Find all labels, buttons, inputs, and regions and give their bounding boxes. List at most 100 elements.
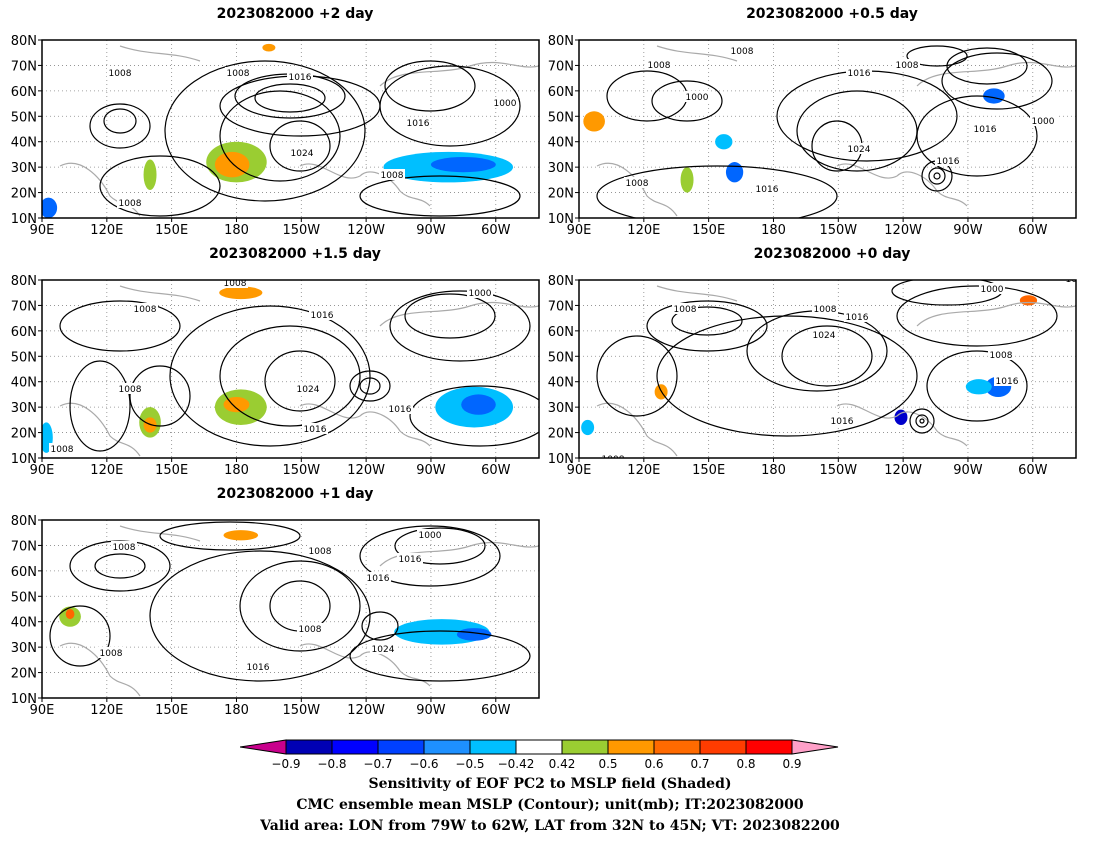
colorbar: −0.9 −0.8 −0.7 −0.6 −0.5 −0.42 0.42 0.5 0.6 0.7 0.…: [240, 739, 839, 771]
lon-tick-label: 120E: [627, 223, 660, 238]
contour-label: 1016: [848, 69, 871, 79]
colorbar-label: −0.8: [317, 757, 346, 771]
contour-label-bg: [994, 375, 1020, 386]
contour-label-bg: [132, 303, 158, 314]
contour-label: 1016: [407, 119, 430, 129]
lat-tick-label: 30N: [548, 401, 574, 416]
sensitivity-shade: [983, 88, 1005, 104]
colorbar-cell: [607, 739, 655, 755]
lat-tick-label: 10N: [548, 452, 574, 467]
lat-tick-label: 50N: [11, 110, 37, 125]
mslp-contour: [906, 45, 968, 67]
lat-tick-label: 10N: [548, 212, 574, 227]
lat-tick-label: 40N: [11, 136, 37, 151]
colorbar-cell: [515, 739, 563, 755]
lon-tick-label: 90W: [416, 463, 446, 478]
mslp-contour: [916, 95, 1038, 177]
mslp-contour: [349, 630, 531, 682]
mslp-contour: [915, 414, 929, 428]
contour-label: 1016: [974, 125, 997, 135]
mslp-contour: [359, 525, 501, 587]
lon-tick-label: 150W: [819, 463, 857, 478]
lat-tick-label: 40N: [548, 136, 574, 151]
lon-tick-label: 90W: [416, 703, 446, 718]
lat-tick-label: 60N: [11, 85, 37, 100]
caption-line-1: Sensitivity of EOF PC2 to MSLP field (Sh…: [368, 776, 732, 792]
sensitivity-shade: [65, 609, 75, 620]
lat-tick-label: 50N: [11, 590, 37, 605]
contour-label: 1024: [372, 645, 395, 655]
mslp-contour: [928, 167, 946, 185]
mslp-contour: [359, 377, 381, 395]
map-svg-3: 1008 1008 1016 1008 1024 1016 1000 1016 1008 80N 7…: [11, 274, 540, 478]
contour-label-bg: [222, 280, 248, 288]
contour-label-bg: [387, 403, 413, 414]
map-svg-4: 1008 100810161024100010081016101610081024…: [548, 274, 1077, 478]
lon-tick-label: 90E: [30, 463, 55, 478]
lon-tick-label: 120W: [347, 463, 385, 478]
colorbar-cell: [469, 739, 517, 755]
lat-tick-label: 40N: [11, 616, 37, 631]
coastline: [59, 402, 141, 457]
contour-label: 1016: [756, 185, 779, 195]
mslp-contour: [671, 306, 743, 336]
mslp-contour: [941, 52, 1053, 110]
lat-tick-label: 50N: [548, 110, 574, 125]
lon-tick-label: 150W: [282, 703, 320, 718]
map-frame: [41, 519, 540, 699]
contour-label: 1008: [381, 171, 404, 181]
lon-tick-label: 90W: [953, 463, 983, 478]
contour-label: 1000: [469, 289, 492, 299]
lon-tick-label: 120E: [90, 463, 123, 478]
mslp-contour: [99, 155, 221, 217]
coastline: [119, 285, 201, 302]
lat-tick-label: 30N: [11, 641, 37, 656]
lon-tick-label: 90E: [30, 223, 55, 238]
lon-tick-label: 150E: [155, 463, 188, 478]
lon-tick-label: 120E: [90, 703, 123, 718]
contour-label-bg: [894, 59, 920, 70]
coastline: [119, 45, 201, 62]
colorbar-high-arrow: [791, 739, 839, 755]
colorbar-label: 0.42: [549, 757, 576, 771]
lat-tick-label: 10N: [11, 452, 37, 467]
contour-label-bg: [1064, 280, 1076, 284]
contour-label-bg: [98, 647, 124, 658]
mslp-contour: [159, 521, 301, 551]
colorbar-label: 0.9: [782, 757, 801, 771]
lon-tick-label: 150E: [155, 223, 188, 238]
colorbar-label: −0.9: [271, 757, 300, 771]
lon-tick-label: 90W: [416, 223, 446, 238]
lon-tick-label: 120W: [347, 223, 385, 238]
lat-tick-label: 50N: [11, 350, 37, 365]
lat-tick-label: 80N: [548, 34, 574, 49]
contour-label: 1016: [367, 574, 390, 584]
contour-label: 1008: [731, 47, 754, 57]
mslp-contour: [926, 350, 1028, 422]
mslp-contour: [89, 103, 151, 149]
contour-label-bg: [672, 303, 698, 314]
contour-label: 1008: [100, 649, 123, 659]
caption-line-3: Valid area: LON from 79W to 62W, LAT fro…: [260, 818, 840, 834]
map-panel-3: 1008 1008 1016 1008 1024 1016 1000 1016 1008 80N 7…: [0, 266, 540, 496]
contour-label: 1008: [814, 305, 837, 315]
contour-label: 1008: [990, 351, 1013, 361]
contour-label: 1008: [134, 305, 157, 315]
mslp-contour: [409, 385, 539, 447]
contour-label-bg: [245, 661, 271, 672]
contour-label: 1000: [686, 93, 709, 103]
sensitivity-shade: [219, 286, 263, 300]
coastline: [596, 162, 678, 217]
contour-label: 1016: [996, 377, 1019, 387]
mslp-contour: [389, 290, 531, 362]
contour-label-bg: [307, 545, 333, 556]
contour-label: 1024: [297, 385, 320, 395]
contour-label-bg: [979, 283, 1005, 294]
contour-label: 1008: [227, 69, 250, 79]
map-frame: [41, 279, 540, 459]
contour-label-bg: [846, 143, 872, 154]
lon-tick-label: 60W: [481, 223, 511, 238]
coastline: [299, 403, 431, 447]
contour-label-bg: [289, 147, 315, 158]
coastline: [379, 61, 539, 87]
